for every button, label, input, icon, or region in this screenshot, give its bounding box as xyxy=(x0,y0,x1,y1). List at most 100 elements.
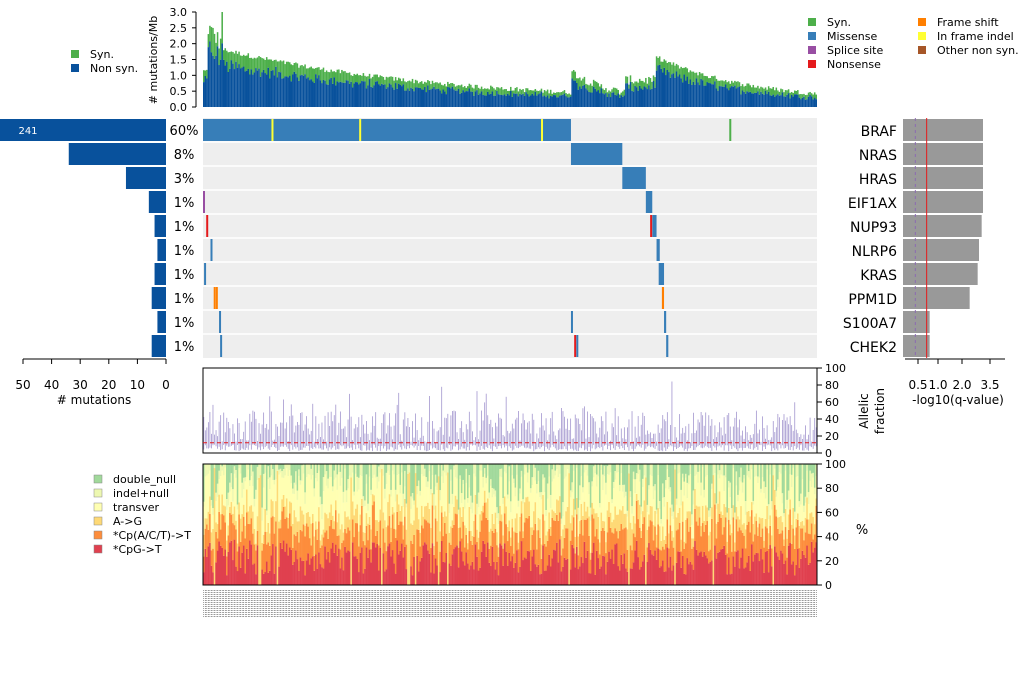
spectrum-bar-segment xyxy=(474,514,477,545)
spectrum-bar-segment xyxy=(224,464,227,468)
spectrum-bar-segment xyxy=(358,464,360,478)
spectrum-bar-segment xyxy=(781,522,784,531)
spectrum-bar-segment xyxy=(473,473,475,522)
tmb-bar-nonsyn xyxy=(608,93,610,107)
tmb-bar-nonsyn xyxy=(460,92,463,107)
spectrum-bar-segment xyxy=(715,558,718,585)
spectrum-bar-segment xyxy=(296,499,299,522)
tmb-bar-nonsyn xyxy=(365,88,368,107)
spectrum-bar-segment xyxy=(462,464,465,480)
grid-cell-missense xyxy=(570,311,573,333)
tmb-bar-syn xyxy=(580,80,583,89)
spectrum-bar-segment xyxy=(784,527,787,561)
spectrum-bar-segment xyxy=(545,516,548,536)
spectrum-bar-segment xyxy=(631,513,633,530)
grid-cell-missense xyxy=(576,335,579,357)
tmb-bar-nonsyn xyxy=(726,88,728,107)
spectrum-bar-segment xyxy=(629,545,632,569)
spectrum-bar-segment xyxy=(299,484,302,507)
spectrum-bar-segment xyxy=(792,561,795,585)
spectrum-bar-segment xyxy=(496,507,498,519)
spectrum-bar-segment xyxy=(737,501,739,517)
spectrum-bar-segment xyxy=(443,472,446,512)
spectrum-bar-segment xyxy=(505,524,508,552)
spectrum-bar-segment xyxy=(757,476,759,484)
tmb-bar-syn xyxy=(384,79,386,85)
tmb-bar-nonsyn xyxy=(731,86,733,107)
spectrum-legend-label: double_null xyxy=(113,473,176,486)
spectrum-bar-segment xyxy=(397,464,400,475)
spectrum-bar-segment xyxy=(757,483,759,528)
spectrum-bar-segment xyxy=(684,464,687,474)
spectrum-bar-segment xyxy=(749,532,752,571)
gene-label-braf: BRAF xyxy=(861,124,897,140)
spectrum-bar-segment xyxy=(345,502,348,518)
spectrum-bar-segment xyxy=(402,493,405,508)
spectrum-bar-segment xyxy=(219,514,222,530)
spectrum-bar-segment xyxy=(513,567,515,585)
tmb-bar-syn xyxy=(777,90,779,95)
spectrum-bar-segment xyxy=(215,492,218,502)
spectrum-bar-segment xyxy=(362,464,365,497)
spectrum-bar-segment xyxy=(793,535,796,549)
spectrum-bar-segment xyxy=(571,482,574,493)
spectrum-bar-segment xyxy=(652,525,655,541)
tmb-bar-syn xyxy=(387,77,389,88)
spectrum-bar-segment xyxy=(775,490,778,497)
spectrum-bar-segment xyxy=(800,464,802,494)
spectrum-bar-segment xyxy=(255,489,257,499)
spectrum-bar-segment xyxy=(689,526,692,562)
spectrum-bar-segment xyxy=(711,464,713,484)
spectrum-bar-segment xyxy=(229,506,231,514)
spectrum-bar-segment xyxy=(666,519,669,548)
spectrum-bar-segment xyxy=(523,474,526,503)
spectrum-bar-segment xyxy=(632,471,635,479)
spectrum-bar-segment xyxy=(812,516,815,540)
spectrum-bar-segment xyxy=(245,464,248,477)
spectrum-bar-segment xyxy=(468,506,471,532)
spectrum-bar-segment xyxy=(493,533,495,563)
spectrum-bar-segment xyxy=(533,477,535,512)
tmb-bar-nonsyn xyxy=(437,88,440,107)
spectrum-bar-segment xyxy=(533,549,535,585)
spectrum-bar-segment xyxy=(599,554,601,569)
qvalue-bar-eif1ax xyxy=(903,191,983,213)
spectrum-bar-segment xyxy=(488,531,491,549)
tmb-bar-syn xyxy=(565,93,567,97)
spectrum-bar-segment xyxy=(792,507,795,529)
pct-label-nlrp6: 1% xyxy=(174,244,195,259)
spectrum-bar-segment xyxy=(262,473,265,488)
spectrum-bar-segment xyxy=(600,512,603,531)
spectrum-bar-segment xyxy=(490,464,492,480)
tmb-bar-nonsyn xyxy=(723,86,725,107)
tmb-tick-label: 2.5 xyxy=(170,22,188,35)
tmb-bar-syn xyxy=(511,90,514,97)
spectrum-bar-segment xyxy=(252,464,254,472)
spectrum-bar-segment xyxy=(305,560,308,585)
spectrum-bar-segment xyxy=(221,470,224,495)
tmb-bar-nonsyn xyxy=(255,68,257,107)
spectrum-bar-segment xyxy=(453,506,455,525)
tmb-bar-syn xyxy=(574,71,577,81)
tmb-bar-nonsyn xyxy=(236,67,239,107)
spectrum-bar-segment xyxy=(313,555,316,571)
spectrum-bar-segment xyxy=(508,466,511,482)
spectrum-bar-segment xyxy=(336,555,339,585)
spectrum-bar-segment xyxy=(456,545,459,585)
spectrum-bar-segment xyxy=(393,528,396,564)
spectrum-bar-segment xyxy=(597,476,600,517)
tmb-bar-syn xyxy=(767,86,770,92)
tmb-bar-nonsyn xyxy=(299,75,302,107)
spectrum-bar-segment xyxy=(221,547,224,585)
spectrum-bar-segment xyxy=(399,464,402,485)
tmb-bar-nonsyn xyxy=(522,93,524,107)
spectrum-bar-segment xyxy=(640,514,643,531)
spectrum-bar-segment xyxy=(480,520,483,552)
spectrum-bar-segment xyxy=(457,547,460,568)
tmb-bar-syn xyxy=(448,83,451,88)
spectrum-bar-segment xyxy=(239,541,242,568)
spectrum-bar-segment xyxy=(542,514,544,546)
spectrum-bar-segment xyxy=(729,482,732,498)
spectrum-bar-segment xyxy=(374,477,377,521)
spectrum-bar-segment xyxy=(313,488,316,497)
